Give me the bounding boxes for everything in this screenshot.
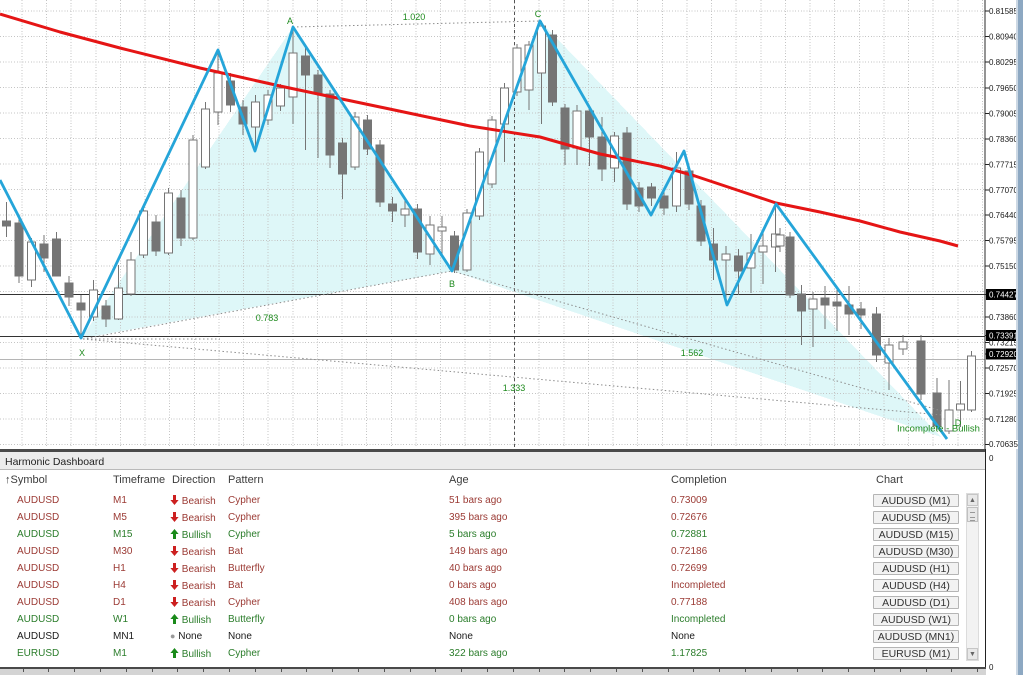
svg-text:0.79005: 0.79005 <box>989 109 1018 118</box>
svg-text:0.76440: 0.76440 <box>989 211 1018 220</box>
svg-text:0.78360: 0.78360 <box>989 135 1018 144</box>
svg-text:0.73391: 0.73391 <box>989 331 1018 340</box>
svg-text:0.72570: 0.72570 <box>989 364 1018 373</box>
svg-text:0.80295: 0.80295 <box>989 58 1018 67</box>
svg-text:0.79650: 0.79650 <box>989 84 1018 93</box>
svg-text:0.72920: 0.72920 <box>989 350 1018 359</box>
svg-text:X: X <box>79 348 85 358</box>
svg-text:0.77715: 0.77715 <box>989 160 1018 169</box>
svg-text:1.020: 1.020 <box>403 12 426 22</box>
svg-text:Incomplete - Bullish: Incomplete - Bullish <box>897 424 980 435</box>
svg-text:0.73215: 0.73215 <box>989 338 1018 347</box>
svg-text:A: A <box>287 16 293 26</box>
svg-text:0.80940: 0.80940 <box>989 33 1018 42</box>
svg-text:0.783: 0.783 <box>256 313 279 323</box>
svg-text:0.75150: 0.75150 <box>989 262 1018 271</box>
svg-text:0.81585: 0.81585 <box>989 7 1018 16</box>
svg-text:D: D <box>955 418 962 428</box>
svg-text:C: C <box>535 9 542 19</box>
svg-text:0.77070: 0.77070 <box>989 186 1018 195</box>
svg-text:0.71280: 0.71280 <box>989 415 1018 424</box>
svg-text:0.75795: 0.75795 <box>989 236 1018 245</box>
svg-text:B: B <box>449 279 455 289</box>
svg-text:0.74427: 0.74427 <box>989 290 1018 299</box>
svg-text:1.333: 1.333 <box>503 383 526 393</box>
svg-text:0.71925: 0.71925 <box>989 390 1018 399</box>
svg-text:0.73860: 0.73860 <box>989 313 1018 322</box>
svg-text:1.562: 1.562 <box>681 348 704 358</box>
